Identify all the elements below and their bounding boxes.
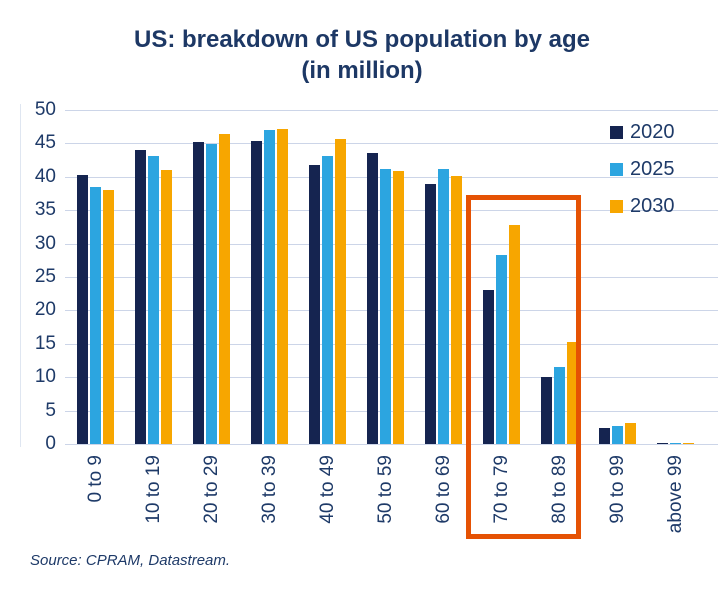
y-tick-label: 20 [34, 299, 56, 321]
bar-2020-20-to-29 [192, 142, 204, 444]
legend-item-2025: 2025 [610, 151, 675, 188]
y-tick-label: 50 [34, 99, 56, 120]
legend-item-2020: 2020 [610, 114, 675, 151]
bar-2030-40-to-49 [334, 138, 346, 444]
bar-2030-80-to-89 [566, 342, 578, 444]
bar-2020-60-to-69 [424, 184, 436, 444]
bar-2020-80-to-89 [540, 376, 552, 444]
gridline-45 [65, 143, 718, 145]
bar-2025-80-to-89 [553, 366, 565, 444]
gridline-35 [65, 210, 718, 212]
y-tick-label: 10 [34, 366, 56, 388]
bar-2030-90-to-99 [624, 422, 636, 444]
x-tick-label-50-to-59: 50 to 59 [375, 455, 396, 524]
gridline-25 [65, 277, 718, 278]
bar-2025-70-to-79 [495, 254, 507, 444]
bar-2030-0-to-9 [102, 190, 114, 444]
legend-label: 2020 [630, 121, 675, 143]
y-tick-label: 45 [34, 132, 56, 154]
x-tick-label-90-to-99: 90 to 99 [607, 455, 628, 524]
bar-2030-10-to-19 [160, 170, 172, 444]
bar-2025-50-to-59 [379, 168, 391, 444]
gridline-50 [65, 110, 718, 111]
source-note: Source: CPRAM, Datastream. [30, 552, 231, 569]
x-tick-label-60-to-69: 60 to 69 [433, 455, 454, 524]
bar-2020-40-to-49 [308, 164, 320, 444]
y-tick-label: 25 [34, 266, 56, 287]
x-tick-label-30-to-39: 30 to 39 [259, 455, 280, 524]
bar-2020-above-99 [656, 443, 668, 444]
bar-2030-above-99 [682, 442, 694, 444]
bar-2030-60-to-69 [450, 176, 462, 444]
legend: 2020 2025 2030 [610, 114, 675, 225]
bar-2020-10-to-19 [134, 150, 146, 444]
x-tick-label-20-to-29: 20 to 29 [201, 455, 222, 524]
x-tick-label-0-to-9: 0 to 9 [85, 455, 106, 503]
y-tick-label: 0 [45, 433, 56, 454]
bar-2020-30-to-39 [250, 141, 262, 444]
gridline-30 [65, 243, 718, 245]
x-tick-label-10-to-19: 10 to 19 [143, 455, 164, 524]
gridline-15 [65, 343, 718, 345]
legend-swatch-icon [610, 200, 623, 213]
y-tick-label: 30 [34, 232, 56, 254]
y-tick-label: 40 [34, 165, 56, 187]
highlight-box [466, 195, 581, 539]
plot-area [65, 110, 718, 445]
bar-2025-60-to-69 [437, 168, 449, 444]
y-tick-label: 5 [45, 399, 56, 421]
x-tick-label-above-99: above 99 [665, 455, 686, 534]
bar-2025-20-to-29 [205, 144, 217, 444]
bar-2025-90-to-99 [611, 425, 623, 444]
title-block: US: breakdown of US population by age (i… [0, 24, 724, 86]
bar-2025-10-to-19 [147, 156, 159, 444]
gridline-10 [65, 377, 718, 379]
bar-2020-70-to-79 [482, 289, 494, 444]
bar-2020-0-to-9 [76, 174, 88, 444]
y-tick-label: 15 [34, 332, 56, 354]
chart-frame-left-border [20, 104, 21, 447]
bar-2025-0-to-9 [89, 186, 101, 444]
gridline-5 [65, 410, 718, 412]
bar-2030-50-to-59 [392, 171, 404, 444]
legend-label: 2030 [630, 195, 675, 217]
bar-2030-30-to-39 [276, 128, 288, 444]
bar-2025-above-99 [669, 442, 681, 444]
legend-swatch-icon [610, 126, 623, 139]
chart-title: US: breakdown of US population by age [133, 26, 591, 53]
y-tick-label: 35 [34, 199, 56, 221]
bar-2030-20-to-29 [218, 134, 230, 444]
gridline-0 [65, 444, 718, 445]
bar-2030-70-to-79 [508, 224, 520, 444]
bar-2020-50-to-59 [366, 153, 378, 444]
bar-2025-40-to-49 [321, 156, 333, 444]
legend-label: 2025 [630, 158, 675, 180]
x-tick-label-40-to-49: 40 to 49 [317, 455, 338, 524]
bar-2020-90-to-99 [598, 427, 610, 444]
legend-swatch-icon [610, 163, 623, 176]
chart-subtitle: (in million) [301, 57, 423, 84]
gridline-20 [65, 310, 718, 312]
gridline-40 [65, 176, 718, 178]
legend-item-2030: 2030 [610, 188, 675, 225]
bar-2025-30-to-39 [263, 130, 275, 444]
